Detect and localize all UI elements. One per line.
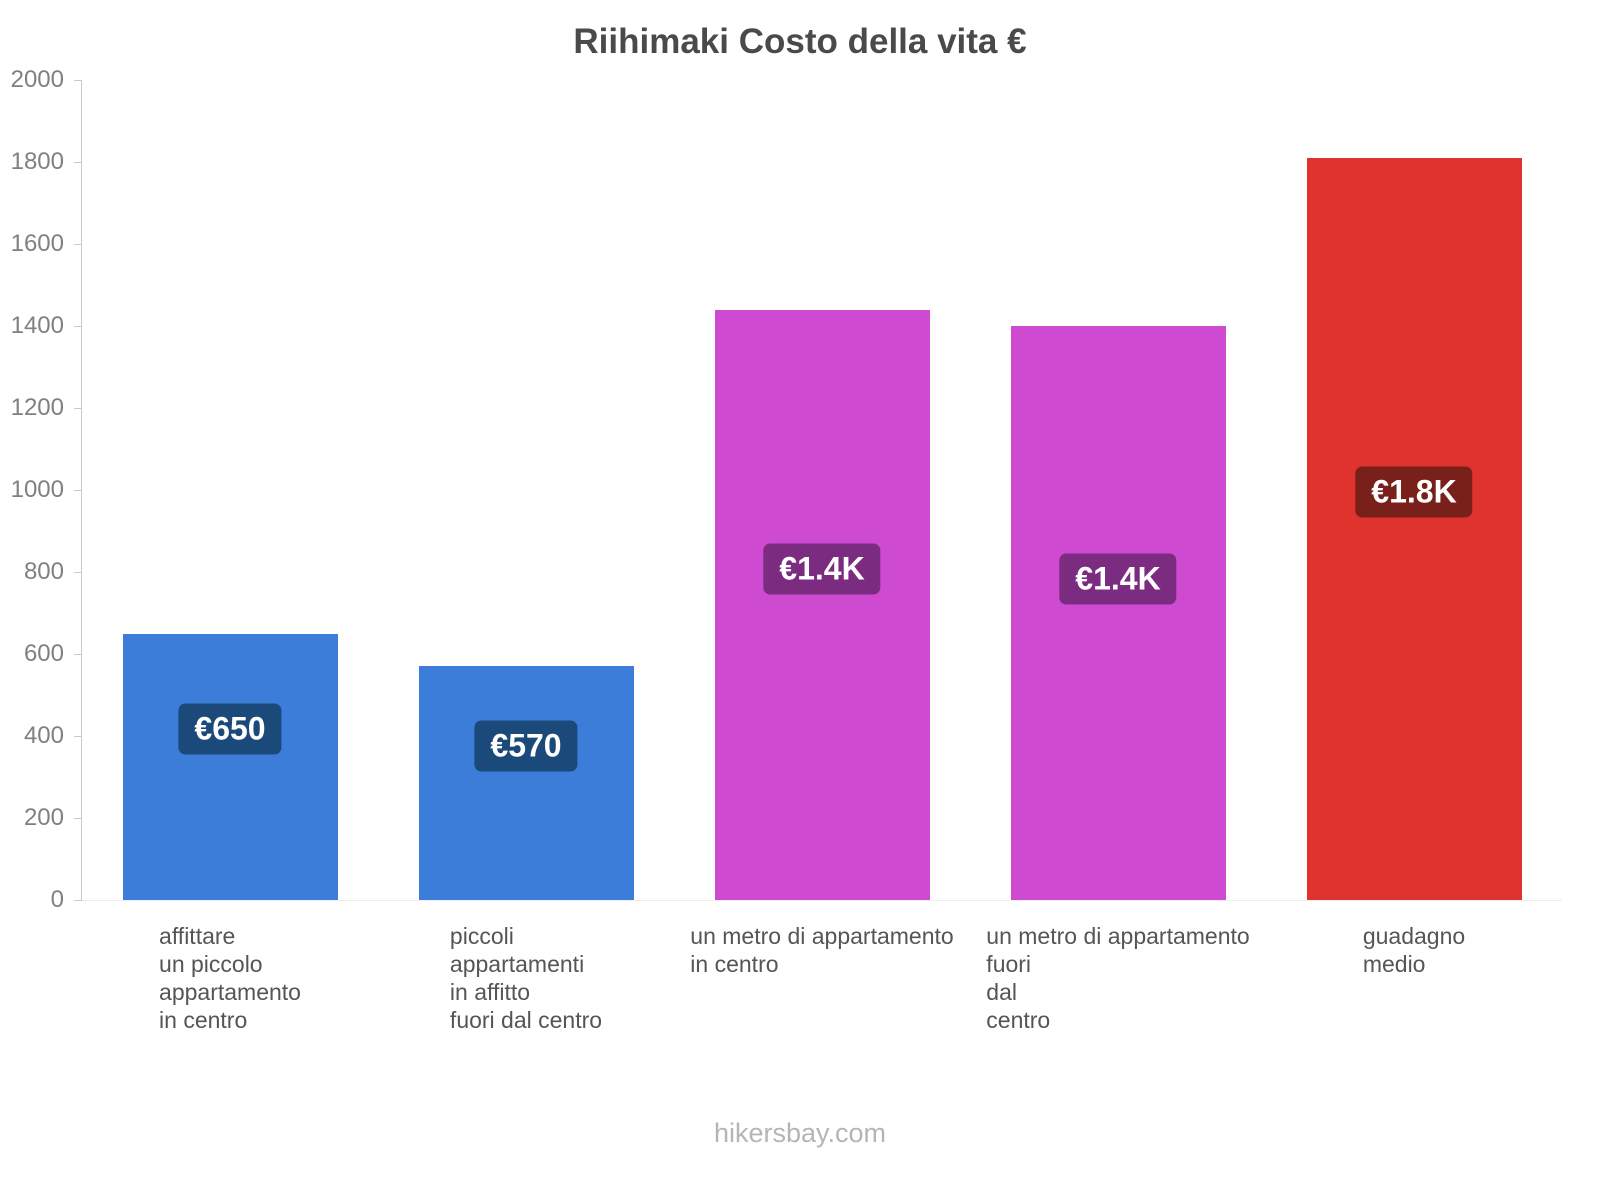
y-tick-label: 1000 [10, 476, 64, 503]
x-axis-label-text: un metro di appartamento fuori dal centro [986, 922, 1249, 1034]
x-axis-label: un metro di appartamento in centro [690, 922, 953, 978]
y-tick-label: 400 [23, 722, 64, 749]
y-tick-mark [74, 654, 82, 655]
bar-value-label: €650 [178, 703, 282, 755]
y-tick-label: 1600 [10, 230, 64, 257]
x-axis-label: un metro di appartamento fuori dal centro [986, 922, 1249, 1034]
x-axis-label-line: affittare [159, 923, 236, 949]
x-axis-label-line: un metro di appartamento [690, 923, 954, 949]
y-tick-mark [74, 900, 82, 901]
y-tick-mark [74, 490, 82, 491]
x-axis-line [82, 900, 1562, 901]
y-tick-mark [74, 244, 82, 245]
y-tick-label: 1400 [10, 312, 64, 339]
x-axis-label-line: un metro di appartamento [986, 923, 1250, 949]
x-axis-label-line: fuori [986, 951, 1032, 977]
bar [1306, 157, 1522, 900]
y-tick-label: 0 [50, 886, 64, 913]
bar [418, 666, 634, 900]
y-tick-label: 200 [23, 804, 64, 831]
plot-area: €650 €570 €1.4K €1.4K €1.8K [82, 80, 1562, 900]
x-axis-label: affittare un piccolo appartamento in centro [159, 922, 301, 1034]
x-axis-label-line: appartamento [159, 979, 301, 1005]
x-axis-label-line: in affitto [449, 979, 531, 1005]
y-tick-label: 1200 [10, 394, 64, 421]
y-tick-label: 2000 [10, 66, 64, 93]
x-axis-label-line: appartamenti [449, 951, 585, 977]
x-axis-label-text: un metro di appartamento in centro [690, 922, 953, 978]
x-axis-label-line: un piccolo [159, 951, 263, 977]
y-tick-mark [74, 736, 82, 737]
x-axis-label-line: in centro [159, 1007, 248, 1033]
y-tick-mark [74, 572, 82, 573]
x-axis-label-line: in centro [690, 951, 779, 977]
x-axis-label-line: dal [986, 979, 1018, 1005]
bar [1010, 326, 1226, 900]
y-tick-mark [74, 326, 82, 327]
y-tick-label: 1800 [10, 148, 64, 175]
bar-value-label: €570 [474, 720, 578, 772]
x-axis-label-line: piccoli [449, 923, 514, 949]
y-tick-mark [74, 162, 82, 163]
bar-value-label: €1.4K [763, 543, 881, 595]
bar-value-label: €1.4K [1059, 553, 1177, 605]
y-tick-mark [74, 818, 82, 819]
x-axis-label-line: centro [986, 1007, 1051, 1033]
x-axis-label-line: medio [1362, 951, 1426, 977]
x-axis-label-line: fuori dal centro [449, 1007, 603, 1033]
x-axis-label: piccoli appartamenti in affitto fuori dal c… [450, 922, 602, 1034]
x-axis-label-text: guadagno medio [1363, 922, 1465, 978]
x-axis-label-line: guadagno [1362, 923, 1466, 949]
y-tick-label: 800 [23, 558, 64, 585]
x-axis-label-text: affittare un piccolo appartamento in centro [159, 922, 301, 1034]
y-tick-label: 600 [23, 640, 64, 667]
y-tick-mark [74, 408, 82, 409]
bar [714, 309, 930, 900]
bar-value-label: €1.8K [1355, 466, 1473, 518]
bar [122, 633, 338, 900]
chart-title: Riihimaki Costo della vita € [573, 22, 1027, 61]
x-axis-label: guadagno medio [1363, 922, 1465, 978]
y-tick-mark [74, 80, 82, 81]
x-axis-label-text: piccoli appartamenti in affitto fuori dal c… [450, 922, 602, 1034]
footer-watermark: hikersbay.com [713, 1118, 887, 1148]
